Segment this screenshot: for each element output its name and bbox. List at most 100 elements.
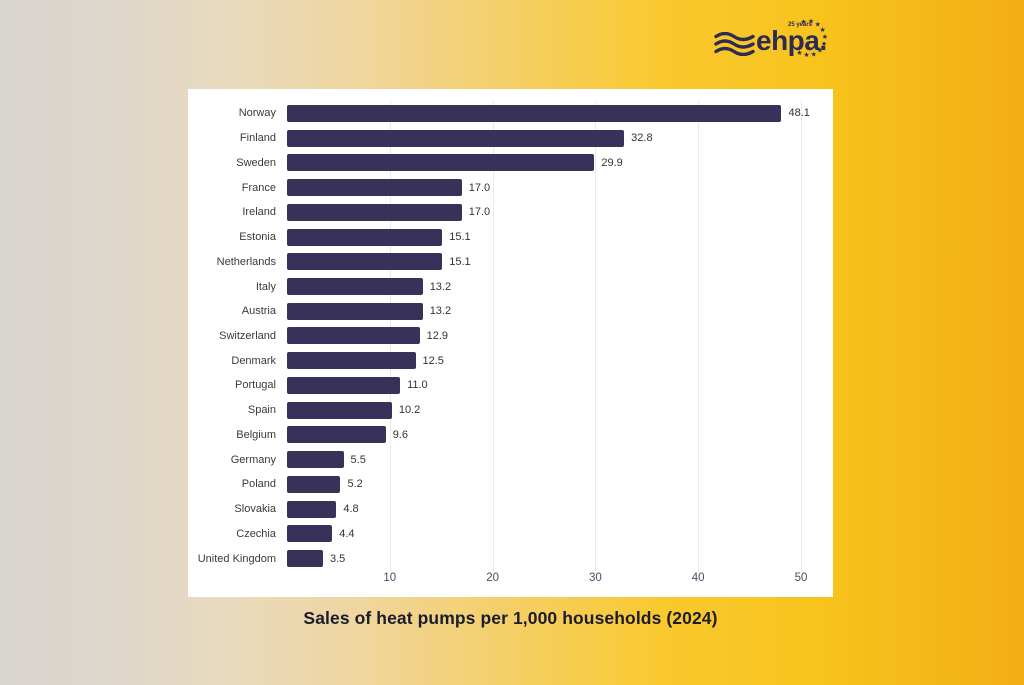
value-label: 29.9: [601, 156, 623, 169]
bar: [287, 550, 323, 568]
eu-stars-icon: ★ ★ ★ ★ ★ ★ ★ ★ ★ ★: [796, 18, 828, 60]
value-label: 12.5: [422, 354, 444, 367]
chart-row: Poland 5.2: [188, 472, 833, 497]
svg-text:★: ★: [808, 18, 814, 26]
value-label: 15.1: [449, 231, 471, 244]
country-label: Sweden: [236, 156, 276, 169]
country-label: Belgium: [236, 428, 276, 441]
chart-row: Austria 13.2: [188, 299, 833, 324]
bar: [287, 253, 443, 271]
country-label: Spain: [247, 404, 276, 417]
country-label: Denmark: [231, 354, 276, 367]
value-label: 5.2: [347, 478, 363, 491]
country-label: Slovakia: [234, 503, 276, 516]
chart-row: Netherlands 15.1: [188, 249, 833, 274]
x-tick-label: 10: [383, 572, 397, 584]
bar-track: 10.2: [287, 401, 833, 419]
value-label: 5.5: [350, 453, 366, 466]
country-label: Switzerland: [219, 329, 276, 342]
country-label: United Kingdom: [197, 552, 276, 565]
bar-track: 4.4: [287, 525, 833, 543]
chart-row: Germany 5.5: [188, 447, 833, 472]
country-label: Germany: [230, 453, 276, 466]
gridline: [698, 101, 700, 571]
chart-row: Italy 13.2: [188, 274, 833, 299]
ehpa-logo: ehpa. 25 years ★ ★ ★ ★ ★ ★ ★ ★ ★ ★: [714, 14, 836, 68]
value-label: 4.8: [343, 503, 359, 516]
bar: [287, 376, 401, 394]
x-tick-label: 50: [794, 572, 808, 584]
value-label: 32.8: [631, 132, 653, 145]
value-label: 4.4: [339, 527, 355, 540]
value-label: 48.1: [788, 107, 810, 120]
chart-row: Ireland 17.0: [188, 200, 833, 225]
x-tick-label: 20: [486, 572, 499, 584]
bar-track: 48.1: [287, 104, 833, 122]
bar-track: 15.1: [287, 228, 833, 246]
value-label: 17.0: [468, 206, 491, 219]
svg-text:★: ★: [811, 50, 817, 58]
bar-track: 5.2: [287, 475, 833, 493]
bar-track: 13.2: [287, 278, 833, 295]
bar-track: 11.0: [287, 376, 833, 394]
svg-text:★: ★: [821, 40, 827, 48]
value-label: 12.9: [426, 329, 449, 342]
svg-text:★: ★: [822, 33, 828, 41]
bar: [287, 327, 420, 345]
country-label: Austria: [241, 305, 276, 318]
bar-track: 12.9: [287, 327, 833, 345]
bar: [287, 278, 423, 295]
country-label: Norway: [238, 107, 276, 120]
bar-track: 15.1: [287, 253, 833, 271]
svg-text:★: ★: [800, 18, 806, 26]
gridline: [801, 101, 802, 571]
logo-badge-25-years: 25 years: [788, 22, 813, 28]
value-label: 9.6: [392, 428, 408, 441]
bar: [287, 500, 337, 518]
chart-row: Belgium 9.6: [188, 423, 833, 448]
value-label: 13.2: [429, 305, 452, 318]
bar-track: 5.5: [287, 451, 833, 469]
svg-text:★: ★: [803, 51, 809, 59]
chart-row: Estonia 15.1: [188, 225, 833, 250]
chart-row: Denmark 12.5: [188, 348, 833, 373]
value-label: 15.1: [449, 255, 471, 268]
country-label: Netherlands: [216, 255, 276, 268]
bar-track: 13.2: [287, 302, 833, 320]
logo-wordmark: ehpa.: [756, 25, 827, 56]
chart-row: France 17.0: [188, 175, 833, 200]
chart-row: Sweden 29.9: [188, 150, 833, 175]
x-tick-label: 40: [691, 572, 705, 584]
country-label: Czechia: [236, 527, 276, 540]
chart-rows: Norway 48.1 Finland 32.8 Sweden 29.9 France 17.…: [188, 101, 833, 571]
chart-row: Portugal 11.0: [188, 373, 833, 398]
bar: [287, 154, 595, 172]
bar-track: 12.5: [287, 352, 833, 370]
bar: [287, 475, 341, 493]
svg-text:★: ★: [820, 26, 826, 34]
gridline: [492, 101, 494, 571]
svg-text:★: ★: [817, 46, 823, 54]
country-label: Estonia: [239, 231, 276, 244]
bar: [287, 352, 416, 370]
waves-icon: [714, 32, 755, 56]
bar-track: 3.5: [287, 550, 833, 568]
bar-track: 29.9: [287, 154, 833, 172]
bar: [287, 401, 392, 419]
value-label: 3.5: [329, 552, 346, 565]
bar: [287, 228, 443, 246]
value-label: 13.2: [429, 280, 452, 293]
svg-text:★: ★: [796, 49, 802, 57]
chart-caption: Sales of heat pumps per 1,000 households…: [303, 608, 718, 628]
bar: [287, 104, 782, 122]
country-label: Italy: [255, 280, 276, 293]
country-label: Finland: [239, 132, 276, 145]
chart-row: Czechia 4.4: [188, 521, 833, 546]
bar: [287, 203, 462, 221]
bar: [287, 302, 423, 320]
x-tick-label: 30: [588, 572, 602, 584]
bar-track: 9.6: [287, 426, 833, 444]
bar: [287, 451, 344, 469]
bar-track: 17.0: [287, 203, 833, 221]
